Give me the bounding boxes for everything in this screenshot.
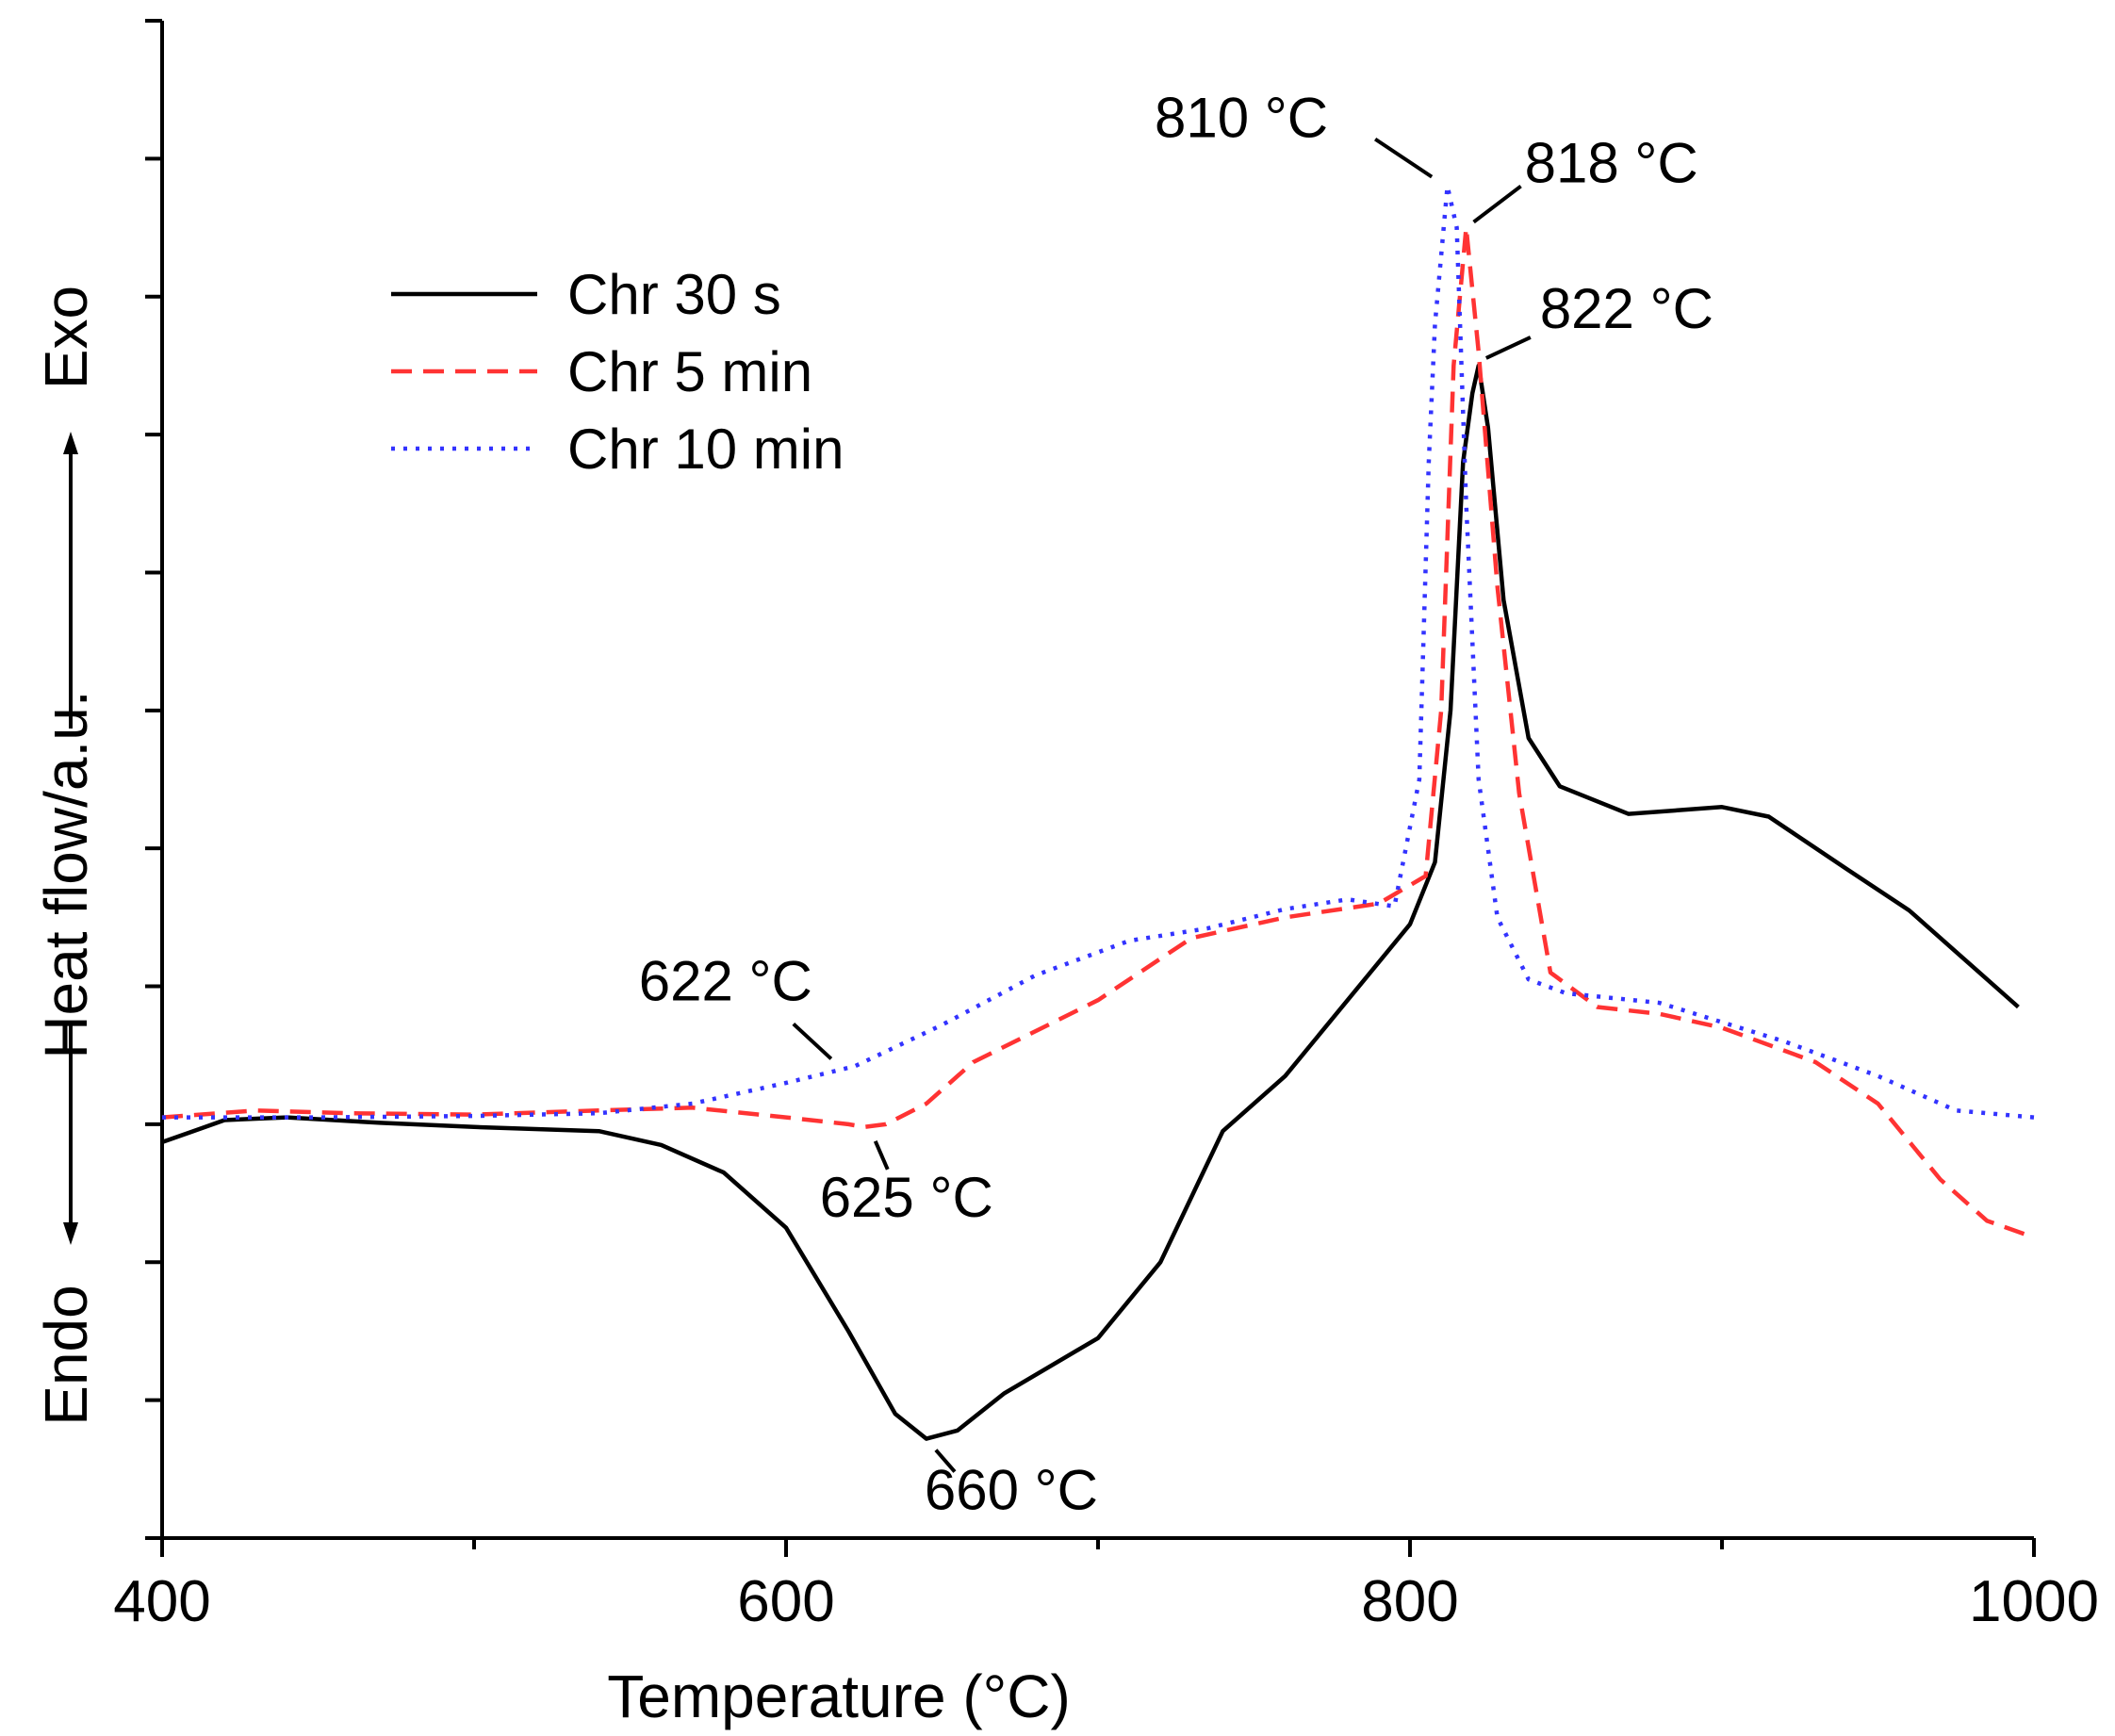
- x-tick-label: 1000: [1969, 1569, 2099, 1634]
- legend-label: Chr 30 s: [567, 263, 781, 326]
- ticks: 400 600 800 1000: [113, 19, 2099, 1634]
- x-axis-title: Temperature (°C): [607, 1662, 1071, 1730]
- y-axis-title: Endo Heat flow/a.u. Exo: [32, 286, 100, 1426]
- annotation-leader: [934, 1449, 957, 1473]
- series-line-3: [162, 184, 2035, 1120]
- annotation-leader: [873, 1140, 890, 1171]
- series-group: [161, 184, 2035, 1441]
- annotation-leader: [1484, 336, 1532, 360]
- y-axis-exo-label: Exo: [32, 286, 100, 389]
- legend: Chr 30 s Chr 5 min Chr 10 min: [391, 263, 844, 481]
- x-tick-label: 800: [1361, 1569, 1458, 1634]
- annotation-leader: [1472, 184, 1522, 224]
- annotation-label: 810 °C: [1155, 87, 1328, 150]
- annotation-label: 625 °C: [820, 1166, 993, 1229]
- arrow-head-exo: [63, 432, 78, 454]
- y-axis-endo-label: Endo: [32, 1285, 100, 1425]
- series-line-2: [161, 225, 2035, 1240]
- x-tick-label: 600: [737, 1569, 834, 1634]
- y-axis-title-text: Heat flow/a.u.: [32, 690, 100, 1058]
- legend-label: Chr 10 min: [567, 418, 844, 481]
- annotation-label: 818 °C: [1525, 132, 1698, 195]
- arrow-head-endo: [63, 1222, 78, 1245]
- annotation-leader: [1373, 137, 1434, 179]
- x-tick-label: 400: [113, 1569, 210, 1634]
- annotation-leader: [792, 1022, 833, 1060]
- series-line-1: [161, 363, 2020, 1441]
- annotation-label: 822 °C: [1540, 277, 1713, 340]
- annotations: 810 °C 818 °C 822 °C 622 °C 625 °C 660 °C: [639, 87, 1713, 1522]
- annotation-label: 660 °C: [925, 1459, 1098, 1522]
- legend-label: Chr 5 min: [567, 340, 812, 403]
- annotation-label: 622 °C: [639, 949, 812, 1012]
- axes: [160, 21, 2034, 1540]
